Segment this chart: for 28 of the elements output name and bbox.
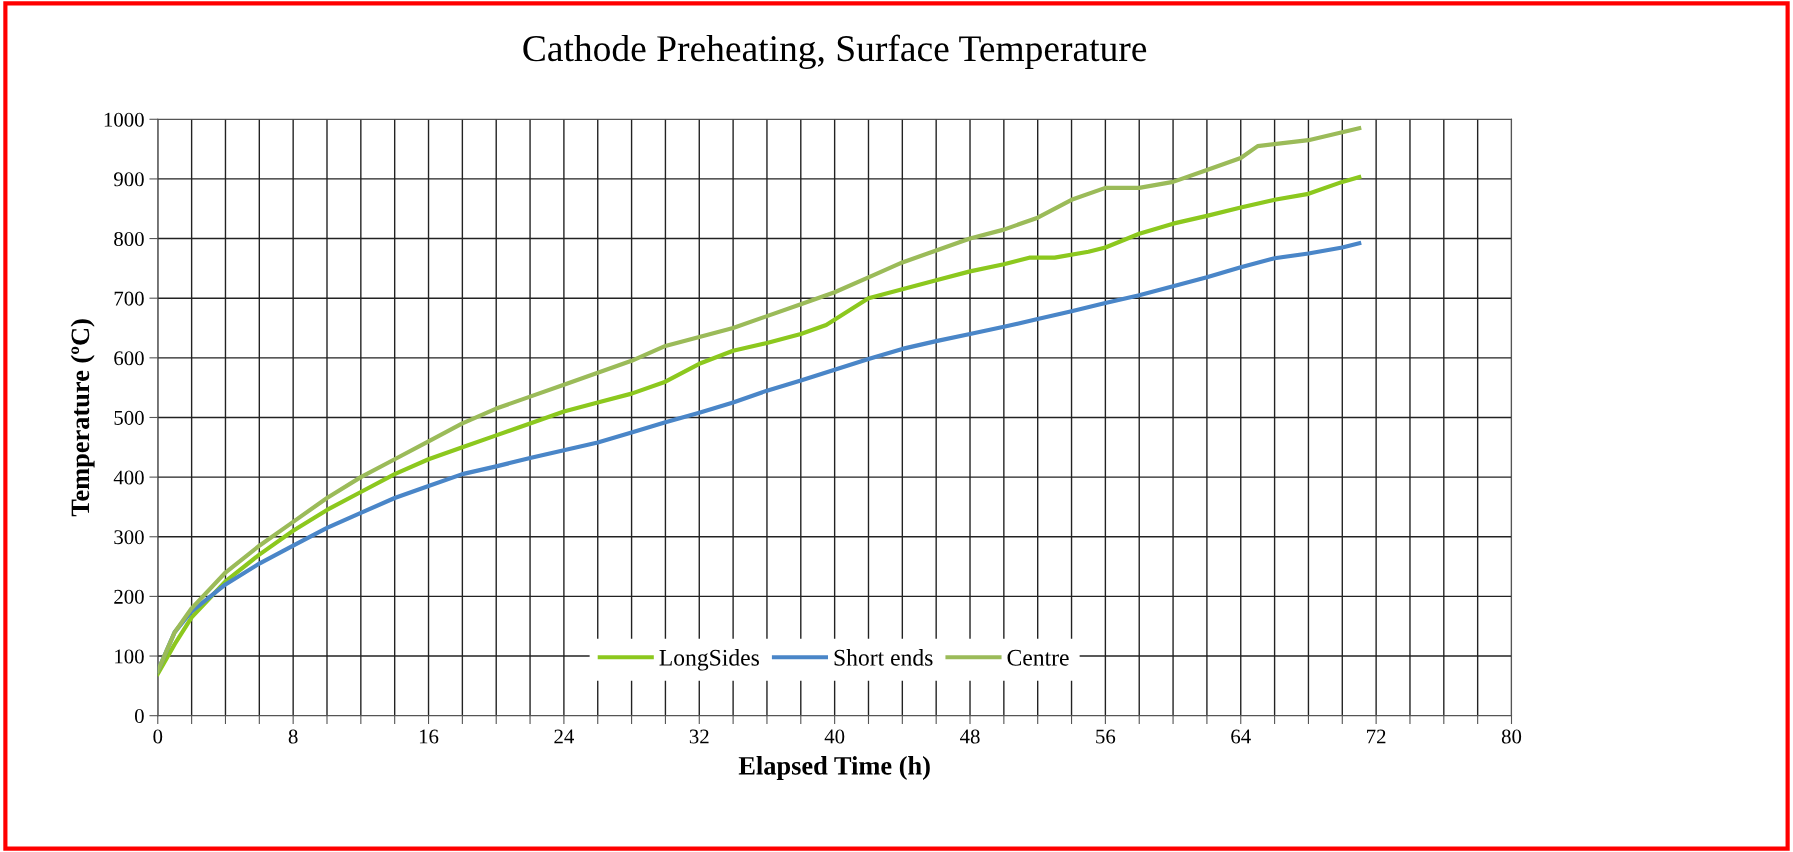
x-tick-label: 80 bbox=[1501, 729, 1522, 744]
y-tick-label: 900 bbox=[114, 172, 144, 187]
x-tick-label: 0 bbox=[153, 729, 163, 744]
chart-title: Cathode Preheating, Surface Temperature bbox=[523, 34, 1147, 70]
y-tick-label: 0 bbox=[134, 709, 144, 724]
x-tick-label: 64 bbox=[1231, 729, 1251, 744]
legend-label: LongSides bbox=[659, 649, 759, 671]
x-tick-label: 56 bbox=[1096, 729, 1116, 744]
x-tick-label: 16 bbox=[419, 729, 439, 744]
x-tick-label: 40 bbox=[824, 729, 845, 744]
y-tick-label: 100 bbox=[115, 649, 144, 664]
y-tick-label: 800 bbox=[114, 231, 144, 246]
y-tick-label: 1000 bbox=[104, 112, 144, 127]
legend-label: Centre bbox=[1007, 649, 1069, 666]
y-tick-label: 300 bbox=[114, 530, 144, 545]
legend-label: Short ends bbox=[834, 649, 933, 666]
y-tick-label: 500 bbox=[114, 410, 144, 425]
y-tick-label: 200 bbox=[114, 589, 144, 604]
y-axis-title: Temperature (ºC) bbox=[70, 319, 95, 517]
y-tick-label: 600 bbox=[114, 351, 144, 366]
x-tick-label: 8 bbox=[288, 729, 298, 744]
x-tick-label: 48 bbox=[960, 729, 980, 744]
y-tick-label: 700 bbox=[114, 291, 144, 306]
x-tick-label: 72 bbox=[1367, 729, 1386, 744]
x-tick-label: 32 bbox=[689, 729, 709, 744]
y-tick-label: 400 bbox=[113, 470, 144, 485]
x-axis-title: Elapsed Time (h) bbox=[738, 756, 930, 781]
x-tick-label: 24 bbox=[554, 729, 574, 744]
